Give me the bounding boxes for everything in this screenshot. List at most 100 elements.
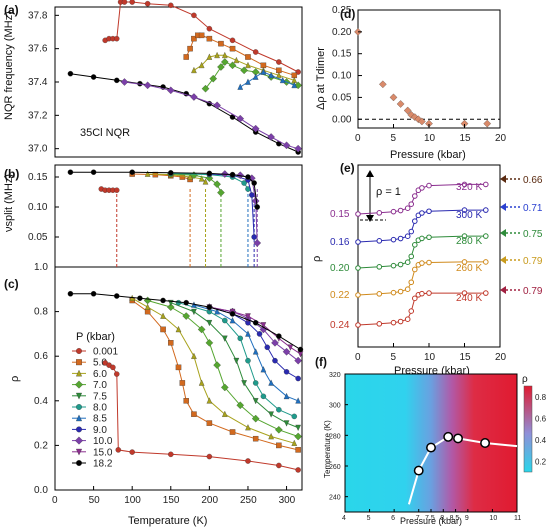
panel-d-point-4	[403, 106, 412, 115]
panel-c-point-7.0-6	[220, 383, 229, 392]
plot-layer: 37.837.637.437.237.00.150.100.051.00.80.…	[28, 0, 547, 522]
panel-f-ytick-label-0: 320	[329, 372, 341, 379]
panel-e-ylabel: ρ	[311, 256, 323, 262]
panel-c-series-line-7.5	[170, 302, 299, 429]
panel-a-point-5.0-1	[187, 45, 193, 52]
panel-b-point-7.0-3	[213, 180, 221, 189]
panel-c-point-7.0-2	[182, 312, 191, 320]
panel-c-ylabel: ρ	[9, 376, 21, 382]
panel-c-point-10.0-5	[282, 347, 291, 356]
panel-c-xtick-label-4: 200	[201, 495, 218, 506]
panel-e-point-0-6	[412, 193, 418, 199]
panel-c-point-8.0-6	[260, 393, 267, 400]
panel-c-point-8.5-6	[268, 379, 274, 386]
panel-d-xlabel: Pressure (kbar)	[390, 149, 466, 161]
panel-f-xtick-label-8: 10	[489, 515, 497, 522]
panel-c-point-5.0-2	[160, 326, 166, 333]
panel-b-point-6.0-4	[202, 178, 209, 185]
panel-c-point-6.0-7	[221, 410, 228, 417]
panel-c-point-9.0-7	[295, 375, 301, 382]
panel-c-point-7.5-2	[206, 320, 213, 327]
panel-a-ytick-label-1: 37.6	[28, 44, 48, 55]
panel-a-point-8.5-0	[237, 83, 244, 90]
panel-a-annotation: 35Cl NQR	[80, 127, 130, 139]
panel-c-point-7.0-8	[251, 414, 260, 423]
panel-b-ytick-label-0: 0.15	[28, 172, 48, 183]
panel-e-point-2-8	[419, 235, 425, 242]
panel-a-point-8.5-5	[279, 76, 286, 84]
panel-label-f: (f)	[315, 355, 327, 369]
panel-a-point-0.001-12	[252, 49, 259, 55]
panel-f-xtick-label-7: 9	[465, 515, 469, 522]
panel-a-point-6.0-6	[245, 61, 251, 69]
panel-e-point-0-10	[461, 181, 468, 188]
panel-c-point-18.2-5	[183, 299, 189, 306]
panel-c-point-8.5-3	[245, 330, 251, 337]
panel-f-xtick-label-0: 4	[342, 515, 346, 522]
phase-boundary-point-0	[413, 465, 424, 476]
panel-a-point-5.0-0	[183, 54, 189, 60]
panel-c-point-18.2-4	[160, 297, 166, 304]
panel-c-point-7.0-5	[213, 361, 221, 369]
panel-c-point-5.0-5	[179, 380, 186, 386]
panel-c-xtick-label-6: 300	[279, 495, 296, 506]
panel-e-point-3-3	[397, 288, 404, 295]
panel-e-point-4-11	[483, 290, 489, 296]
panel-c-point-7.5-4	[233, 357, 240, 365]
panel-e-point-3-8	[419, 260, 425, 266]
panel-a-point-10.0-2	[166, 86, 175, 95]
panel-c-point-7.0-1	[166, 303, 175, 311]
panel-e-point-2-3	[397, 261, 404, 268]
panel-b-point-18.2-7	[251, 180, 257, 186]
colorbar-tick-label-2: 0.4	[535, 436, 547, 445]
panel-e-xtick-label-0: 0	[355, 352, 361, 363]
panel-e-point-0-1	[376, 210, 383, 216]
panel-e-arrow-head-3	[500, 256, 506, 264]
panel-e-point-4-6	[412, 295, 418, 302]
panel-e-point-3-6	[412, 266, 418, 273]
panel-c-point-6.0-5	[198, 379, 205, 386]
panel-a-point-5.0-6	[218, 40, 224, 47]
panel-e-point-4-1	[376, 321, 383, 327]
panel-e-point-3-11	[483, 259, 489, 265]
panel-d-point-2	[389, 93, 398, 102]
panel-b-point-0.001-4	[114, 187, 120, 193]
legend-label-8.0: 8.0	[93, 403, 107, 414]
panel-c-point-8.0-3	[237, 335, 243, 342]
panel-f-ytick-label-1: 300	[329, 403, 341, 410]
panel-c-point-15.0-2	[245, 313, 251, 320]
panel-b-point-6.0-3	[198, 175, 205, 182]
panel-e-arrow-head-0	[500, 175, 506, 183]
panel-e-right-value-2: 0.75	[523, 229, 543, 240]
panel-e-right-value-1: 0.71	[523, 203, 543, 214]
panel-b-point-18.2-3	[168, 170, 174, 176]
panel-c-point-15.0-3	[260, 322, 267, 329]
panel-c-point-6.0-2	[160, 312, 166, 319]
panel-a-ytick-label-3: 37.2	[28, 110, 48, 121]
legend-label-7.0: 7.0	[93, 380, 107, 391]
legend-marker-8.0	[76, 404, 82, 410]
panel-f-ytick-label-2: 280	[329, 433, 341, 440]
panel-c-point-8.0-8	[291, 413, 298, 420]
panel-c-xtick-label-1: 50	[89, 495, 101, 506]
panel-c-point-5.0-9	[229, 429, 236, 435]
panel-e-xtick-label-4: 20	[495, 352, 507, 363]
panel-c-point-8.0-4	[245, 357, 251, 364]
panel-c-point-7.0-9	[275, 425, 283, 434]
legend-marker-7.5	[75, 392, 83, 400]
panel-a-point-18.2-2	[114, 77, 120, 84]
panel-c-point-7.5-8	[283, 420, 290, 427]
panel-label-d: (d)	[340, 7, 355, 21]
panel-e-point-3-4	[404, 286, 411, 293]
panel-d-point-8	[418, 117, 426, 126]
panel-e-offset-label-1: 0.16	[330, 237, 350, 248]
panel-a-ytick-label-4: 37.0	[28, 144, 48, 155]
panel-e-offset-label-3: 0.22	[330, 290, 350, 301]
panel-c-point-18.2-0	[67, 291, 74, 297]
panel-b-point-9.0-4	[251, 234, 257, 240]
panel-f-xlabel: Pressure (kbar)	[400, 516, 462, 526]
panel-b-ytick-label-1: 0.10	[28, 202, 48, 213]
panel-e-point-0-5	[408, 201, 415, 207]
panel-c-ytick-label-5: 0.0	[34, 485, 48, 496]
